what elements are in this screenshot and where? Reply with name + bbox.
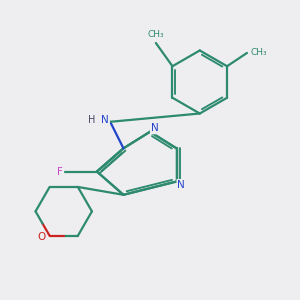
Text: CH₃: CH₃ bbox=[148, 30, 164, 39]
Text: N: N bbox=[151, 123, 158, 134]
Text: CH₃: CH₃ bbox=[250, 49, 267, 58]
Text: F: F bbox=[58, 167, 63, 177]
Text: H: H bbox=[88, 115, 96, 125]
Text: N: N bbox=[177, 180, 185, 190]
Text: N: N bbox=[101, 115, 109, 125]
Text: O: O bbox=[37, 232, 46, 242]
